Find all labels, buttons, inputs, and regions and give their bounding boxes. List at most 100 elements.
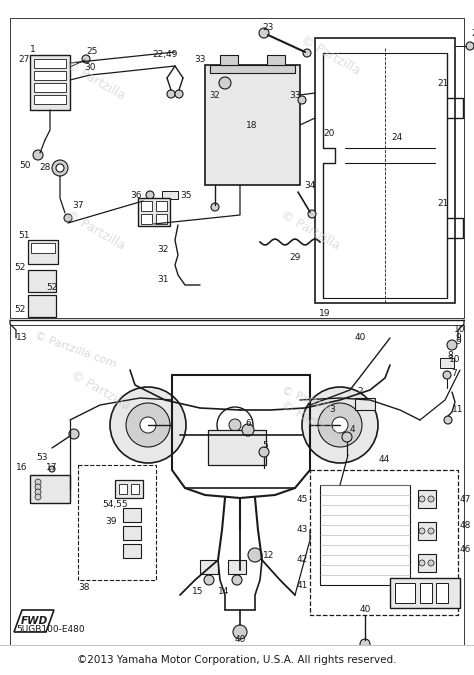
Bar bbox=[34, 59, 66, 68]
Text: 36: 36 bbox=[130, 190, 142, 200]
Circle shape bbox=[126, 403, 170, 447]
Circle shape bbox=[35, 484, 41, 490]
Text: 39: 39 bbox=[105, 518, 117, 526]
Circle shape bbox=[332, 417, 348, 433]
Text: © Partzilla: © Partzilla bbox=[298, 33, 362, 77]
Bar bbox=[30, 475, 70, 503]
Circle shape bbox=[360, 639, 370, 649]
Circle shape bbox=[217, 407, 253, 443]
Text: 44: 44 bbox=[378, 456, 390, 464]
Bar bbox=[123, 526, 141, 540]
Text: 11: 11 bbox=[452, 406, 464, 414]
Text: © Partzilla.com: © Partzilla.com bbox=[33, 331, 117, 369]
Bar bbox=[28, 270, 56, 292]
Text: 5: 5 bbox=[262, 441, 268, 450]
Circle shape bbox=[443, 371, 451, 379]
Text: © Partzilla: © Partzilla bbox=[281, 385, 339, 414]
Bar bbox=[10, 325, 464, 645]
Text: 9: 9 bbox=[455, 333, 461, 342]
Text: 37: 37 bbox=[72, 202, 84, 211]
Bar bbox=[141, 201, 152, 211]
Text: 12: 12 bbox=[264, 551, 275, 560]
Circle shape bbox=[35, 489, 41, 495]
Text: © Partzilla: © Partzilla bbox=[68, 368, 132, 412]
Circle shape bbox=[428, 528, 434, 534]
Circle shape bbox=[232, 575, 242, 585]
Text: 52: 52 bbox=[14, 306, 26, 315]
Text: 33: 33 bbox=[194, 55, 206, 65]
Bar bbox=[30, 55, 70, 110]
Text: 7: 7 bbox=[451, 369, 457, 377]
Text: 45: 45 bbox=[296, 495, 308, 504]
Bar bbox=[315, 38, 455, 303]
Bar bbox=[156, 214, 167, 224]
Text: 32: 32 bbox=[157, 246, 169, 254]
Circle shape bbox=[444, 416, 452, 424]
Bar bbox=[78, 465, 156, 580]
Circle shape bbox=[56, 164, 64, 172]
Text: 10: 10 bbox=[449, 356, 461, 365]
Text: © Partzilla: © Partzilla bbox=[63, 58, 127, 102]
Circle shape bbox=[447, 340, 457, 350]
Text: 28: 28 bbox=[39, 163, 51, 173]
Bar bbox=[418, 522, 436, 540]
Text: © Partzilla: © Partzilla bbox=[278, 398, 342, 442]
Text: 21: 21 bbox=[438, 198, 449, 207]
Circle shape bbox=[35, 479, 41, 485]
Text: 25: 25 bbox=[86, 47, 98, 55]
Bar bbox=[119, 484, 127, 494]
Text: 2: 2 bbox=[357, 387, 363, 396]
Text: 22,49: 22,49 bbox=[152, 49, 178, 59]
Text: 32: 32 bbox=[210, 90, 220, 99]
Text: 53: 53 bbox=[36, 454, 48, 462]
Text: © Partzilla: © Partzilla bbox=[63, 208, 127, 252]
Text: 35: 35 bbox=[180, 190, 192, 200]
Text: 41: 41 bbox=[296, 580, 308, 589]
Text: 40: 40 bbox=[234, 635, 246, 645]
Text: 16: 16 bbox=[16, 462, 28, 472]
Bar bbox=[228, 560, 246, 574]
Text: 10: 10 bbox=[454, 325, 466, 335]
Bar bbox=[156, 201, 167, 211]
Bar bbox=[123, 508, 141, 522]
Text: 46: 46 bbox=[459, 545, 471, 554]
Circle shape bbox=[69, 429, 79, 439]
Circle shape bbox=[342, 432, 352, 442]
Circle shape bbox=[419, 496, 425, 502]
Bar bbox=[310, 470, 458, 615]
Text: 52: 52 bbox=[46, 284, 58, 292]
Text: © Partzilla: © Partzilla bbox=[278, 208, 342, 252]
Bar bbox=[28, 240, 58, 264]
Circle shape bbox=[419, 528, 425, 534]
Bar bbox=[123, 544, 141, 558]
Circle shape bbox=[318, 403, 362, 447]
Circle shape bbox=[52, 160, 68, 176]
Bar bbox=[355, 398, 375, 410]
Text: 8: 8 bbox=[447, 352, 453, 360]
Bar bbox=[34, 83, 66, 92]
Bar bbox=[162, 191, 178, 199]
Circle shape bbox=[302, 387, 378, 463]
Text: 40: 40 bbox=[354, 333, 365, 342]
Text: 33: 33 bbox=[289, 90, 301, 99]
Circle shape bbox=[35, 494, 41, 500]
Text: 29: 29 bbox=[289, 254, 301, 263]
Text: 18: 18 bbox=[246, 121, 258, 130]
Circle shape bbox=[82, 55, 90, 63]
Bar bbox=[418, 490, 436, 508]
Text: 1: 1 bbox=[30, 45, 36, 53]
Circle shape bbox=[140, 417, 156, 433]
Text: FWD: FWD bbox=[20, 616, 47, 626]
Bar bbox=[0, 645, 474, 675]
Circle shape bbox=[428, 560, 434, 566]
Bar bbox=[390, 578, 460, 608]
Circle shape bbox=[229, 419, 241, 431]
Bar bbox=[440, 358, 454, 368]
Text: 15: 15 bbox=[192, 587, 204, 597]
Text: 43: 43 bbox=[296, 526, 308, 535]
Text: 47: 47 bbox=[459, 495, 471, 504]
Text: 51: 51 bbox=[18, 232, 30, 240]
Bar bbox=[31, 243, 55, 253]
Circle shape bbox=[242, 424, 254, 436]
Text: 19: 19 bbox=[319, 308, 331, 317]
